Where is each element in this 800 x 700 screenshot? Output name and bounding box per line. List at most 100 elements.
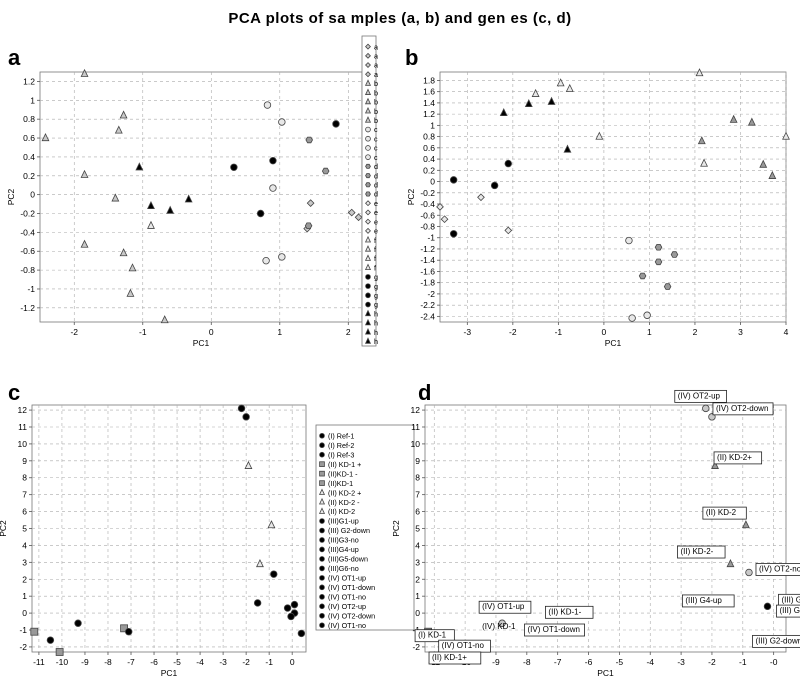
- x-tick-label: -2: [509, 327, 517, 337]
- y-tick-label: -1.8: [420, 278, 435, 288]
- legend-marker: [319, 470, 325, 477]
- annotation-box: [712, 402, 774, 416]
- y-tick-label: 1.2: [423, 109, 435, 119]
- y-tick-label: 0.2: [23, 171, 35, 181]
- data-point: [46, 636, 55, 644]
- legend-marker: [365, 274, 371, 280]
- data-point: [490, 181, 499, 190]
- x-tick-label: -10: [56, 657, 69, 667]
- data-point: [347, 208, 356, 217]
- legend-marker: [364, 106, 372, 114]
- legend-marker: [365, 43, 371, 50]
- x-tick-label: -6: [150, 657, 158, 667]
- legend-entry: (III)G4-up: [328, 545, 359, 554]
- legend-entry: a: [374, 42, 378, 51]
- x-tick-label: -9: [81, 657, 89, 667]
- data-point: [768, 170, 777, 179]
- data-point: [499, 108, 508, 117]
- y-tick-label: -0.8: [20, 265, 35, 275]
- legend-entry: (III)G5-down: [328, 555, 368, 564]
- legend-entry: (II)KD-1: [328, 479, 353, 488]
- legend-entry: (III)G6-no: [328, 564, 359, 573]
- data-point: [711, 460, 719, 469]
- legend-marker: [365, 209, 371, 216]
- data-point: [290, 600, 299, 609]
- legend-marker: [364, 328, 372, 335]
- data-point: [531, 88, 540, 97]
- plot-area: [31, 404, 307, 653]
- data-point: [763, 602, 772, 611]
- legend-entry: (IV) OT1-up: [328, 574, 366, 583]
- y-tick-label: 1.8: [423, 75, 435, 85]
- legend-marker: [319, 432, 325, 439]
- x-tick-label: -8: [104, 657, 112, 667]
- legend-entry: f: [374, 236, 376, 245]
- y-tick-label: 3: [415, 557, 420, 567]
- x-tick-label: -1: [739, 657, 747, 667]
- x-tick-label: 0: [290, 657, 295, 667]
- legend-marker: [365, 191, 371, 197]
- legend-marker: [318, 497, 326, 505]
- legend-entry: (I) Ref-3: [328, 450, 354, 459]
- x-tick-label: -0: [770, 657, 778, 667]
- data-point: [125, 627, 133, 636]
- y-tick-label: 1.2: [23, 76, 35, 86]
- legend-entry: (II) KD-2 +: [328, 488, 361, 497]
- data-point: [242, 413, 250, 421]
- legend-marker: [364, 309, 372, 317]
- annotation-box: [478, 600, 532, 614]
- legend-marker: [364, 97, 372, 105]
- legend-entry: e: [374, 199, 378, 208]
- legend-entry: (II) KD-2: [328, 507, 355, 516]
- data-point: [244, 460, 253, 469]
- y-tick-label: 1: [30, 95, 35, 105]
- y-tick-label: -0.2: [20, 209, 35, 219]
- legend-marker: [364, 116, 372, 123]
- data-point: [304, 222, 313, 230]
- y-tick-label: -2.4: [420, 311, 435, 321]
- data-point: [262, 256, 270, 265]
- x-tick-label: -2: [708, 657, 716, 667]
- x-tick-label: -8: [523, 657, 531, 667]
- legend-entry: h: [374, 319, 378, 328]
- legend-entry: (III)G3-no: [328, 536, 359, 545]
- data-point: [111, 193, 120, 202]
- legend-entry: c: [374, 153, 378, 162]
- x-tick-label: -4: [196, 657, 204, 667]
- x-tick-label: -7: [127, 657, 135, 667]
- data-point: [654, 243, 663, 251]
- annotation-box: [674, 389, 727, 403]
- data-point: [297, 629, 306, 638]
- x-tick-label: -3: [464, 327, 472, 337]
- data-point: [595, 131, 604, 140]
- data-point: [449, 230, 458, 238]
- y-tick-label: -1.2: [420, 244, 435, 254]
- y-tick-label: -2: [19, 642, 27, 652]
- plot-area: [39, 71, 363, 323]
- data-point: [556, 78, 565, 87]
- data-point: [230, 163, 238, 171]
- legend-marker: [319, 527, 325, 534]
- annotation-label: (II) KD-2: [706, 508, 737, 517]
- x-tick-label: 0: [602, 327, 607, 337]
- y-tick-label: 0: [22, 608, 27, 618]
- legend-marker: [319, 451, 325, 458]
- x-tick-label: 1: [647, 327, 652, 337]
- annotation-label: (II) KD-1-: [548, 607, 581, 616]
- data-point: [625, 236, 633, 245]
- annotation-box: [545, 605, 594, 619]
- data-point: [128, 263, 137, 272]
- x-tick-label: 0: [209, 327, 214, 337]
- legend-entry: f: [374, 254, 376, 263]
- legend-marker: [365, 62, 371, 68]
- legend-marker: [364, 254, 372, 261]
- data-point: [305, 136, 313, 144]
- legend-marker: [365, 135, 371, 142]
- legend-marker: [319, 622, 325, 629]
- legend-entry: g: [374, 300, 378, 309]
- data-point: [80, 239, 89, 248]
- x-axis-label: PC1: [161, 668, 178, 678]
- y-tick-label: -1: [19, 625, 27, 635]
- annotation-label: (II) KD-2+: [717, 453, 752, 462]
